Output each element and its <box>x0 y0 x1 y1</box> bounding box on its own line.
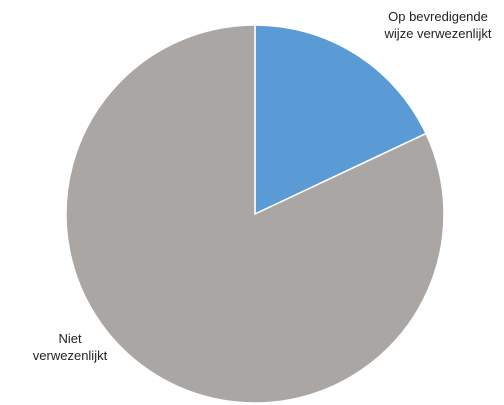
pie-slice <box>254 24 428 216</box>
slice-label: Niet verwezenlijkt <box>32 331 108 363</box>
pie-slice <box>65 24 445 404</box>
slice-label: Op bevredigende wijze verwezenlijkt <box>384 9 492 41</box>
